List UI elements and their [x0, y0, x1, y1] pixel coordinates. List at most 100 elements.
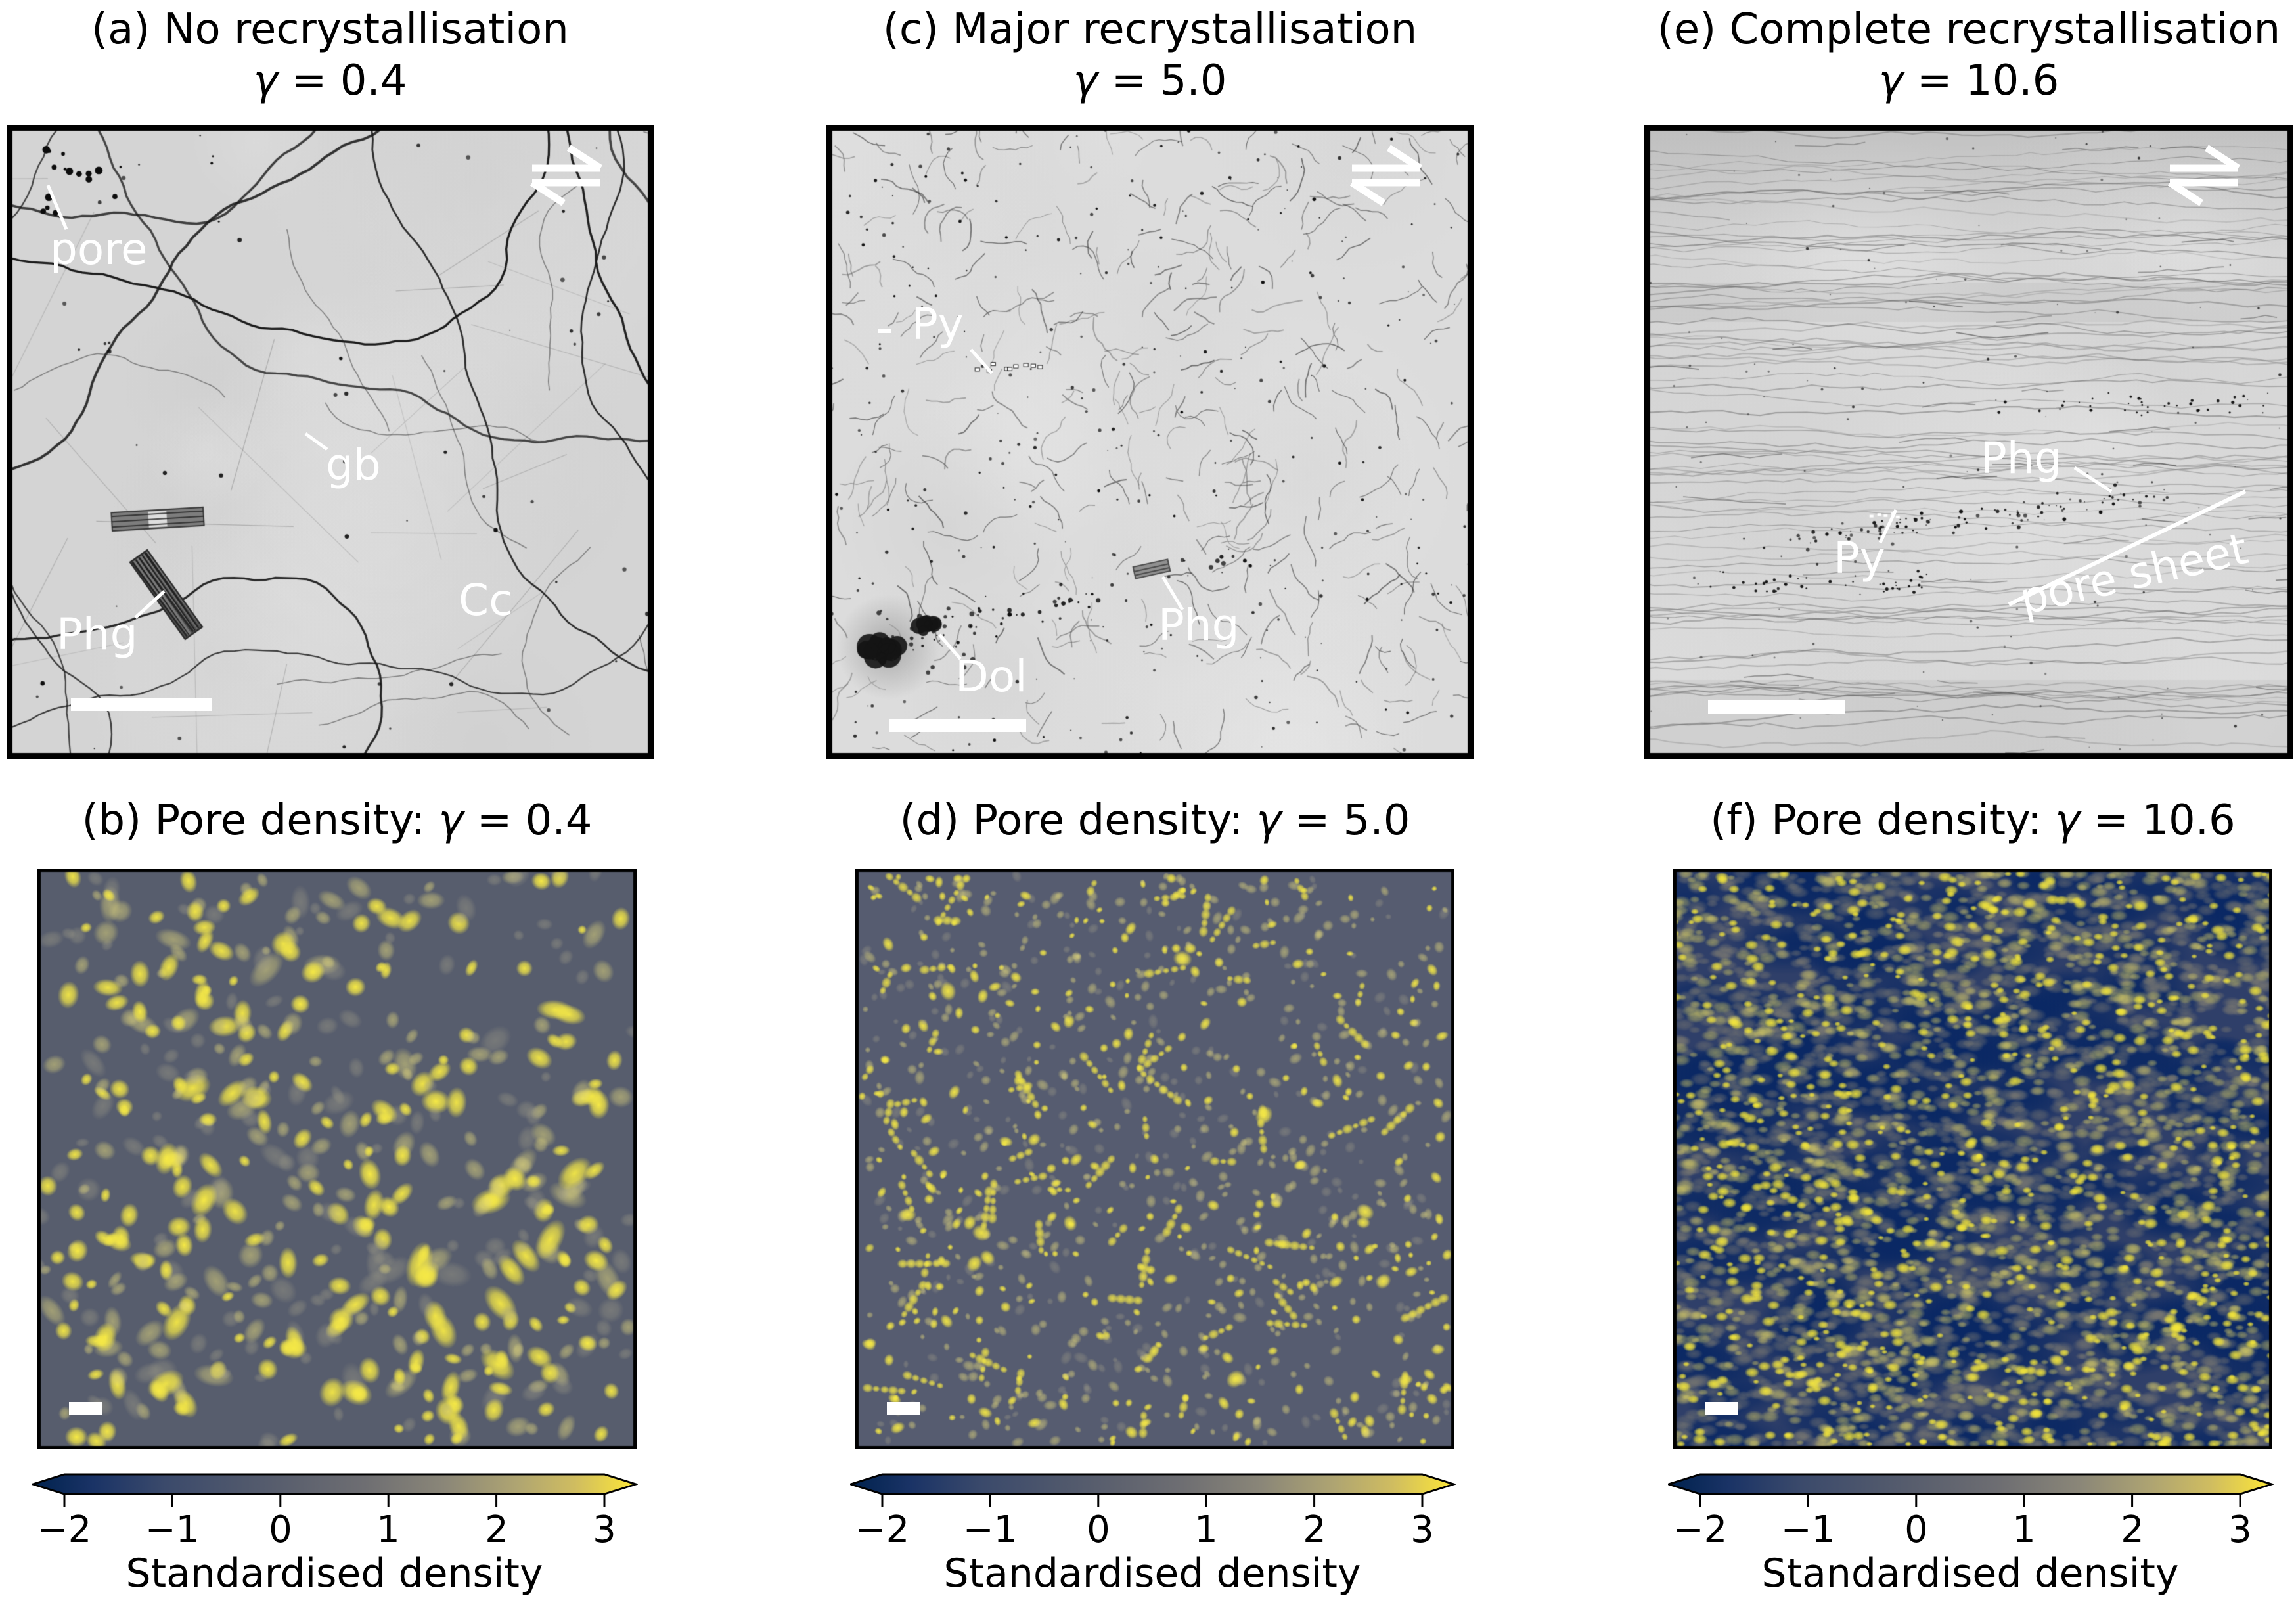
- panel-a-overlay: [46, 145, 602, 711]
- scale-bar: [1705, 1402, 1738, 1415]
- annotation-py: Py: [912, 299, 964, 350]
- colorbar-ticks: [63, 1494, 606, 1507]
- colorbar-b: [32, 1473, 638, 1507]
- scale-bar: [889, 719, 1026, 732]
- tick-label: 0: [269, 1509, 292, 1551]
- annotation-dol: Dol: [955, 651, 1027, 702]
- colorbar-label: Standardised density: [1761, 1551, 2179, 1597]
- shear-sense-arrows-icon: [1350, 145, 1422, 206]
- gamma-symbol: γ: [253, 57, 279, 105]
- tick-label: −1: [962, 1509, 1018, 1551]
- tick-label: 2: [2121, 1509, 2144, 1551]
- tick-label: 0: [1087, 1509, 1110, 1551]
- panel-c-title-text: (c) Major recrystallisation: [882, 5, 1418, 54]
- colorbar-d: [850, 1473, 1456, 1507]
- sem-image-c: [826, 125, 1474, 759]
- annotation-py: Py: [1834, 533, 1885, 583]
- panel-e-title-text: (e) Complete recrystallisation: [1657, 5, 2281, 54]
- colorbar-gradient-bar: [32, 1473, 638, 1495]
- density-map-panel-f: [1673, 869, 2272, 1449]
- tick-label: 1: [2012, 1509, 2036, 1551]
- annotation-pore: pore: [50, 224, 148, 275]
- tick-label: 0: [1904, 1509, 1928, 1551]
- density-map-panel-d: [855, 869, 1454, 1449]
- phg-leader-line: [2073, 466, 2113, 493]
- pore-sheet-line: [2008, 489, 2247, 606]
- annotation-phg: Phg: [56, 609, 138, 660]
- tick-label: −2: [37, 1509, 92, 1551]
- panel-b-title-text: (b) Pore density:: [81, 796, 439, 845]
- scale-bar: [1708, 700, 1845, 714]
- gamma-symbol: γ: [1256, 796, 1282, 845]
- panel-a-title-text: (a) No recrystallisation: [91, 5, 569, 54]
- tick-label: 1: [376, 1509, 400, 1551]
- gamma-value: = 0.4: [278, 57, 407, 105]
- annotation-cc: Cc: [459, 575, 513, 625]
- colorbar-label: Standardised density: [125, 1551, 543, 1597]
- tick-label: 2: [485, 1509, 508, 1551]
- density-map-d: [855, 869, 1454, 1449]
- shear-sense-arrows-icon: [530, 145, 602, 206]
- panel-c-overlay: [878, 145, 1422, 732]
- annotation-gb: gb: [326, 440, 381, 490]
- gamma-symbol: γ: [2055, 796, 2080, 845]
- panel-c-gamma: γ = 5.0: [826, 58, 1474, 104]
- gb-leader-line: [304, 432, 328, 451]
- gamma-symbol: γ: [438, 796, 464, 845]
- annotation-phg: Phg: [1158, 600, 1240, 650]
- pore-leader-line: [46, 185, 68, 230]
- colorbar-f: [1668, 1473, 2274, 1507]
- py-leader-line: [1878, 509, 1898, 544]
- annotation-phg: Phg: [1981, 433, 2062, 484]
- phg-leader-line: [134, 590, 166, 619]
- gamma-value: = 10.6: [2079, 796, 2236, 845]
- colorbar-gradient-bar: [850, 1473, 1456, 1495]
- colorbar-label: Standardised density: [943, 1551, 1361, 1597]
- shear-sense-arrows-icon: [2168, 145, 2240, 206]
- panel-d-title-text: (d) Pore density:: [899, 796, 1257, 845]
- panel-d-title: (d) Pore density: γ = 5.0: [855, 798, 1454, 844]
- sem-image-e: [1644, 125, 2293, 759]
- gamma-symbol: γ: [1878, 57, 1904, 105]
- panel-a-title: (a) No recrystallisation: [7, 7, 654, 53]
- panel-e-gamma: γ = 10.6: [1644, 58, 2293, 104]
- density-map-panel-b: [37, 869, 637, 1449]
- density-map-f: [1673, 869, 2272, 1449]
- gamma-value: = 0.4: [463, 796, 593, 845]
- panel-f-title-text: (f) Pore density:: [1710, 796, 2056, 845]
- panel-e-title: (e) Complete recrystallisation: [1644, 7, 2293, 53]
- tick-label: −2: [1673, 1509, 1728, 1551]
- panel-b-title: (b) Pore density: γ = 0.4: [37, 798, 637, 844]
- tick-label: −1: [145, 1509, 200, 1551]
- colorbar-ticks: [1699, 1494, 2241, 1507]
- density-map-b: [37, 869, 637, 1449]
- gamma-value: = 5.0: [1098, 57, 1227, 105]
- tick-label: −2: [855, 1509, 910, 1551]
- tick-label: −1: [1780, 1509, 1835, 1551]
- phg-leader-line: [1161, 576, 1184, 611]
- tick-label: 3: [593, 1509, 616, 1551]
- panel-c-title: (c) Major recrystallisation: [826, 7, 1474, 53]
- gamma-symbol: γ: [1073, 57, 1098, 105]
- micrograph-panel-c: Py Phg Dol: [826, 125, 1474, 759]
- sem-image-a: [7, 125, 654, 759]
- py-speck: [878, 329, 891, 333]
- scale-bar: [71, 698, 212, 711]
- panel-f-title: (f) Pore density: γ = 10.6: [1673, 798, 2272, 844]
- tick-label: 3: [2228, 1509, 2252, 1551]
- scale-bar: [887, 1402, 920, 1415]
- panel-a-gamma: γ = 0.4: [7, 58, 654, 104]
- tick-label: 3: [1410, 1509, 1434, 1551]
- colorbar-gradient-bar: [1668, 1473, 2274, 1495]
- colorbar-ticks: [881, 1494, 1424, 1507]
- panel-e-overlay: [1708, 145, 2247, 714]
- tick-label: 2: [1303, 1509, 1326, 1551]
- tick-label: 1: [1194, 1509, 1218, 1551]
- gamma-value: = 10.6: [1903, 57, 2060, 105]
- scale-bar: [69, 1402, 102, 1415]
- gamma-value: = 5.0: [1281, 796, 1410, 845]
- dol-leader-line: [938, 633, 962, 660]
- micrograph-panel-e: Phg Py pore sheet: [1644, 125, 2293, 759]
- micrograph-panel-a: pore gb Phg Cc: [7, 125, 654, 759]
